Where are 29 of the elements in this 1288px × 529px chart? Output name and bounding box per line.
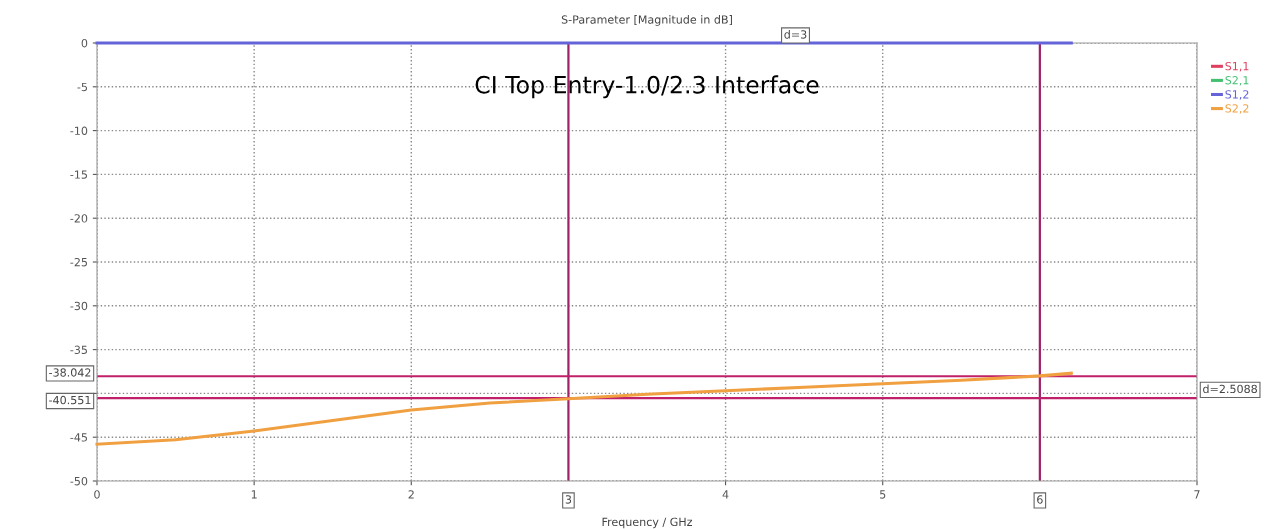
text: d=3: [784, 30, 807, 39]
chart-title: S-Parameter [Magnitude in dB]: [561, 15, 732, 26]
ref-line-label: 3: [565, 495, 572, 504]
text: d=2.5088: [1203, 384, 1257, 394]
y-tick-label: -45: [70, 433, 87, 442]
y-tick-label: -25: [70, 257, 87, 267]
x-tick-label: 0: [94, 490, 100, 499]
y-tick-label: -10: [70, 126, 88, 135]
y-tick-label: -30: [70, 301, 88, 311]
y-tick-label: 0: [81, 38, 88, 48]
legend-label: S1,2: [1225, 90, 1249, 100]
ref-line-label: 6: [1037, 495, 1043, 504]
legend-label: S1,1: [1225, 61, 1249, 72]
y-tick-label: -20: [70, 214, 88, 223]
x-tick-label: 4: [722, 490, 729, 499]
ref-line-label: -38.042: [49, 368, 91, 377]
y-tick-label: -35: [70, 345, 87, 354]
x-tick-label: 7: [1194, 490, 1200, 499]
line-series: [95, 371, 1073, 446]
y-tick-label: -5: [77, 82, 87, 92]
x-axis-title: Frequency / GHz: [602, 517, 693, 529]
legend-label: S2,2: [1225, 104, 1249, 114]
y-tick-label: -50: [70, 476, 88, 486]
legend-label: S2,1: [1225, 76, 1249, 86]
ref-line-label: -40.551: [49, 395, 91, 405]
x-tick-label: 1: [251, 490, 257, 499]
x-tick-label: 5: [880, 490, 886, 499]
y-tick-label: -15: [70, 170, 87, 179]
x-tick-label: 2: [408, 490, 414, 499]
